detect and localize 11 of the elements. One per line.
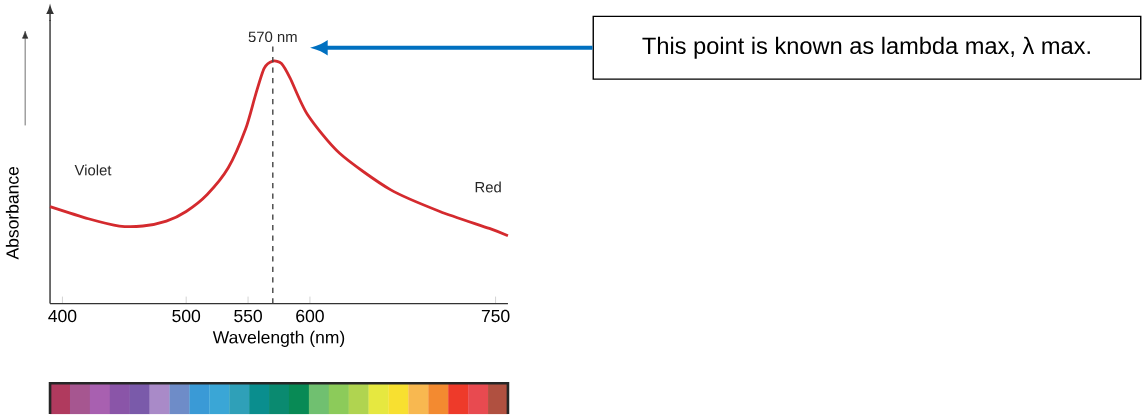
x-tick-label: 600 xyxy=(296,309,324,322)
text: This point is known as lambda max, λ max. xyxy=(642,36,1090,59)
x-tick-label: 750 xyxy=(481,309,510,322)
annotation: Red xyxy=(475,181,501,193)
y-axis-title: Absorbance xyxy=(5,166,19,260)
x-axis-title: Wavelength (nm) xyxy=(212,330,345,347)
x-tick-label: 550 xyxy=(234,309,262,322)
annotation: Violet xyxy=(74,164,112,176)
ref-line-label: 570 nm xyxy=(248,31,297,42)
x-tick-label: 400 xyxy=(48,309,77,322)
x-tick-label: 500 xyxy=(172,309,201,322)
